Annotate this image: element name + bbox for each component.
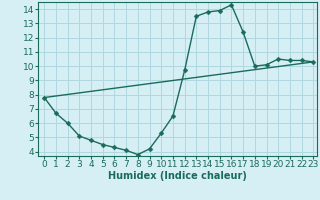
X-axis label: Humidex (Indice chaleur): Humidex (Indice chaleur) — [108, 171, 247, 181]
